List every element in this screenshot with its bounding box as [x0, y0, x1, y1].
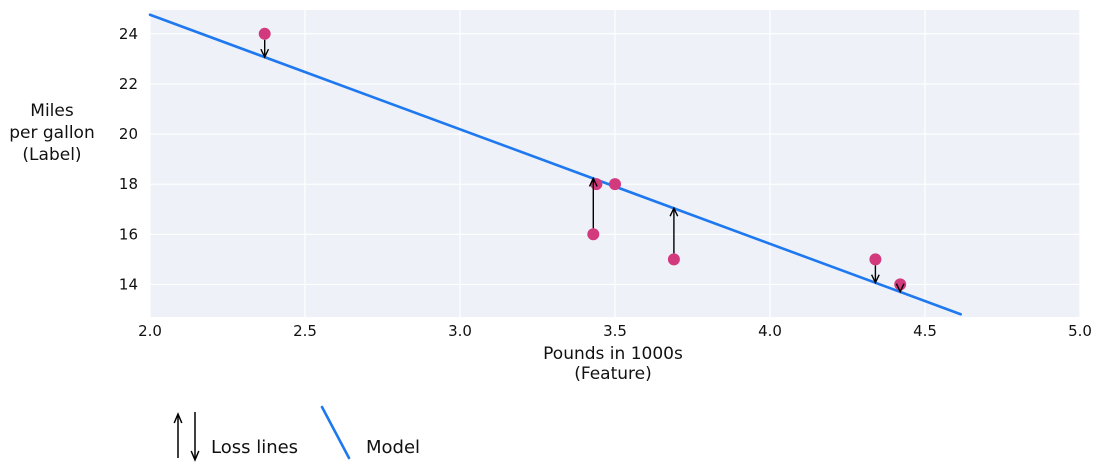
data-point [609, 178, 621, 191]
x-tick-label: 2.0 [138, 322, 162, 340]
legend-model-label: Model [366, 437, 421, 458]
up-arrow-icon [173, 412, 183, 458]
x-tick-label: 2.5 [293, 322, 317, 340]
y-tick-label: 18 [119, 175, 138, 193]
loss-line-arrowhead [895, 283, 905, 294]
data-point [869, 253, 882, 266]
x-tick-label: 5.0 [1068, 322, 1092, 340]
y-tick-label: 14 [119, 275, 138, 293]
y-axis-label-line: (Label) [22, 145, 82, 165]
y-tick-label: 20 [119, 125, 138, 143]
data-point [258, 27, 271, 40]
loss-line-arrowhead [870, 274, 880, 285]
y-axis-label-line: per gallon [9, 123, 95, 143]
model-line-legend-icon [320, 405, 351, 460]
x-tick-label: 4.5 [913, 322, 937, 340]
y-tick-label: 24 [119, 25, 138, 43]
y-axis-label-line: Miles [30, 101, 74, 121]
data-point [894, 278, 907, 291]
loss-line-arrowhead [260, 48, 270, 59]
loss-lines-legend-icon [173, 412, 200, 462]
x-axis-label-line: Pounds in 1000s [543, 344, 683, 364]
x-axis-label-line: (Feature) [574, 364, 652, 384]
x-axis-label: Pounds in 1000s (Feature) [463, 344, 763, 384]
loss-line-arrowhead [588, 176, 598, 187]
down-arrow-icon [190, 412, 200, 462]
y-axis-label: Miles per gallon (Label) [0, 100, 104, 166]
x-tick-label: 4.0 [758, 322, 782, 340]
model-line [148, 13, 962, 316]
loss-line-arrowhead [669, 206, 679, 217]
x-tick-label: 3.5 [603, 322, 627, 340]
x-tick-label: 3.0 [448, 322, 472, 340]
y-tick-label: 22 [119, 75, 138, 93]
y-tick-label: 16 [119, 225, 138, 243]
data-point [587, 228, 600, 241]
legend: Loss lines Model [0, 400, 1099, 472]
legend-loss-lines-label: Loss lines [211, 437, 299, 458]
data-point [667, 253, 680, 266]
